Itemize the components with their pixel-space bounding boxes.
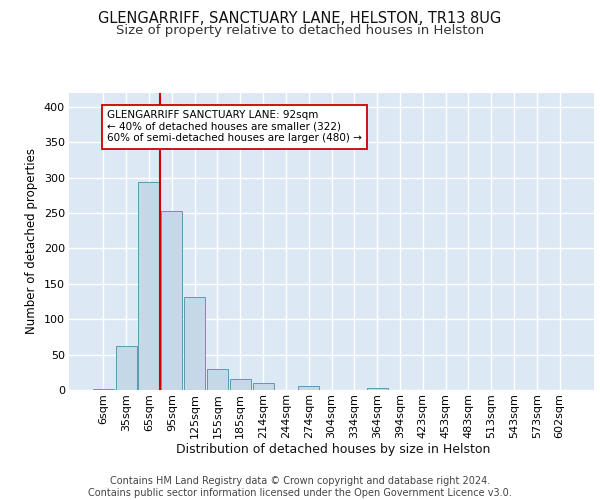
- Text: Size of property relative to detached houses in Helston: Size of property relative to detached ho…: [116, 24, 484, 37]
- Y-axis label: Number of detached properties: Number of detached properties: [25, 148, 38, 334]
- Bar: [184, 296, 205, 390]
- Text: Distribution of detached houses by size in Helston: Distribution of detached houses by size …: [176, 442, 490, 456]
- Text: GLENGARRIFF, SANCTUARY LANE, HELSTON, TR13 8UG: GLENGARRIFF, SANCTUARY LANE, HELSTON, TR…: [98, 11, 502, 26]
- Bar: [93, 388, 114, 390]
- Bar: [116, 346, 137, 390]
- Text: Contains HM Land Registry data © Crown copyright and database right 2024.
Contai: Contains HM Land Registry data © Crown c…: [88, 476, 512, 498]
- Bar: [298, 386, 319, 390]
- Bar: [207, 370, 228, 390]
- Bar: [253, 383, 274, 390]
- Text: GLENGARRIFF SANCTUARY LANE: 92sqm
← 40% of detached houses are smaller (322)
60%: GLENGARRIFF SANCTUARY LANE: 92sqm ← 40% …: [107, 110, 362, 144]
- Bar: [367, 388, 388, 390]
- Bar: [161, 211, 182, 390]
- Bar: [230, 380, 251, 390]
- Bar: [139, 182, 160, 390]
